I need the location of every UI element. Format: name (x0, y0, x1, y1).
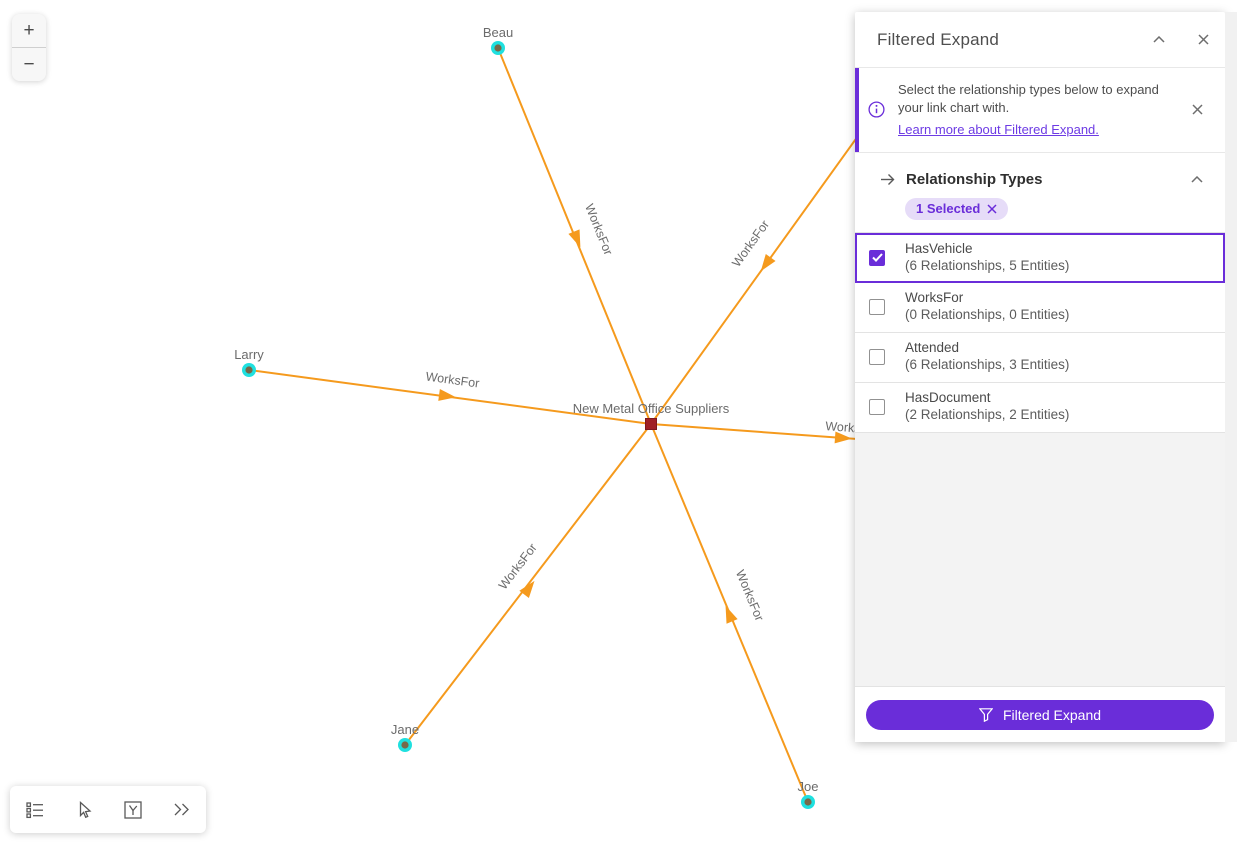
edge-arrow-icon (834, 431, 852, 444)
section-title: Relationship Types (906, 170, 1043, 188)
relationship-row-worksfor[interactable]: WorksFor (0 Relationships, 0 Entities) (855, 282, 1225, 333)
relationship-types-section: Relationship Types 1 Selected (855, 153, 1225, 232)
relationship-name: WorksFor (905, 290, 964, 306)
relationship-row-hasvehicle[interactable]: HasVehicle (6 Relationships, 5 Entities) (855, 232, 1225, 283)
relationship-row-hasdocument[interactable]: HasDocument (2 Relationships, 2 Entities… (855, 382, 1225, 433)
panel-header: Filtered Expand (855, 12, 1225, 68)
checkbox[interactable] (869, 249, 885, 266)
close-panel-button[interactable] (1181, 12, 1225, 68)
edge-arrow-icon (725, 605, 738, 624)
collapse-section-button[interactable] (1185, 172, 1209, 187)
selected-count-badge: 1 Selected (905, 197, 1009, 220)
select-pointer-button[interactable] (67, 793, 101, 827)
graph-node-core (245, 366, 253, 374)
relationship-detail: (0 Relationships, 0 Entities) (905, 307, 1070, 323)
edge-label: WorksFor (733, 568, 767, 623)
graph-edge[interactable] (404, 423, 652, 746)
filtered-expand-button[interactable]: Filtered Expand (866, 699, 1214, 730)
link-chart-button[interactable] (116, 793, 150, 827)
link-chart-icon (123, 800, 142, 819)
badge-label: 1 Selected (916, 201, 981, 217)
node-label: Jane (391, 722, 419, 737)
filtered-expand-button-label: Filtered Expand (1002, 706, 1102, 723)
close-icon (1197, 34, 1209, 45)
edge-arrow-icon (760, 254, 776, 272)
edge-label: WorksFor (425, 369, 480, 390)
node-label: Larry (234, 347, 264, 362)
checkbox[interactable] (869, 349, 885, 366)
relationship-detail: (2 Relationships, 2 Entities) (905, 407, 1070, 423)
panel-scroll-area (855, 432, 1225, 686)
check-icon (871, 253, 883, 263)
zoom-control: + − (12, 14, 46, 81)
learn-more-link[interactable]: Learn more about Filtered Expand. (898, 121, 1099, 137)
info-icon-wrap (855, 101, 898, 118)
edge-arrow-icon (438, 388, 456, 401)
relationship-arrow-icon (880, 173, 895, 186)
relationship-name: HasDocument (905, 390, 991, 406)
expand-more-button[interactable] (165, 793, 199, 827)
panel-scrollbar[interactable] (1225, 12, 1237, 742)
legend-list-icon (25, 801, 43, 818)
collapse-panel-button[interactable] (1137, 12, 1181, 68)
node-label: Beau (483, 25, 513, 40)
graph-node-core (804, 798, 812, 806)
relationship-detail: (6 Relationships, 3 Entities) (905, 357, 1070, 373)
relationship-detail: (6 Relationships, 5 Entities) (905, 257, 1070, 273)
graph-node-supplier[interactable] (645, 418, 657, 430)
relationship-name: Attended (905, 340, 960, 356)
zoom-out-button[interactable]: − (12, 48, 46, 81)
zoom-in-button[interactable]: + (12, 14, 46, 47)
relationship-row-attended[interactable]: Attended (6 Relationships, 3 Entities) (855, 332, 1225, 383)
chart-toolbar (10, 786, 206, 833)
checkbox[interactable] (869, 299, 885, 316)
double-chevron-right-icon (174, 803, 189, 816)
graph-node-core (494, 44, 502, 52)
filter-funnel-icon (978, 707, 993, 722)
info-banner: Select the relationship types below to e… (855, 68, 1225, 153)
edge-label: WorksFor (582, 202, 615, 257)
divider (12, 47, 46, 48)
close-icon (987, 204, 997, 214)
edge-arrow-icon (568, 229, 581, 248)
node-label: Joe (798, 779, 819, 794)
dismiss-info-button[interactable] (1179, 92, 1215, 128)
checkbox[interactable] (869, 399, 885, 416)
relationship-type-list: HasVehicle (6 Relationships, 5 Entities)… (855, 231, 1225, 433)
close-icon (1192, 104, 1203, 115)
info-text: Select the relationship types below to e… (898, 82, 1159, 115)
edge-arrow-icon (519, 580, 535, 598)
chevron-up-icon (1153, 36, 1165, 43)
node-label: New Metal Office Suppliers (573, 401, 730, 416)
info-message: Select the relationship types below to e… (898, 81, 1179, 139)
graph-node-core (401, 741, 409, 749)
chevron-up-icon (1191, 175, 1203, 183)
clear-selection-button[interactable] (987, 204, 997, 214)
info-accent-bar (855, 68, 859, 152)
info-icon (868, 101, 885, 118)
pointer-icon (79, 800, 92, 818)
filtered-expand-panel: Filtered Expand Select the relationship … (855, 12, 1225, 742)
panel-footer: Filtered Expand (855, 686, 1225, 742)
legend-list-button[interactable] (18, 793, 52, 827)
relationship-name: HasVehicle (905, 240, 973, 256)
panel-title: Filtered Expand (877, 29, 1000, 49)
